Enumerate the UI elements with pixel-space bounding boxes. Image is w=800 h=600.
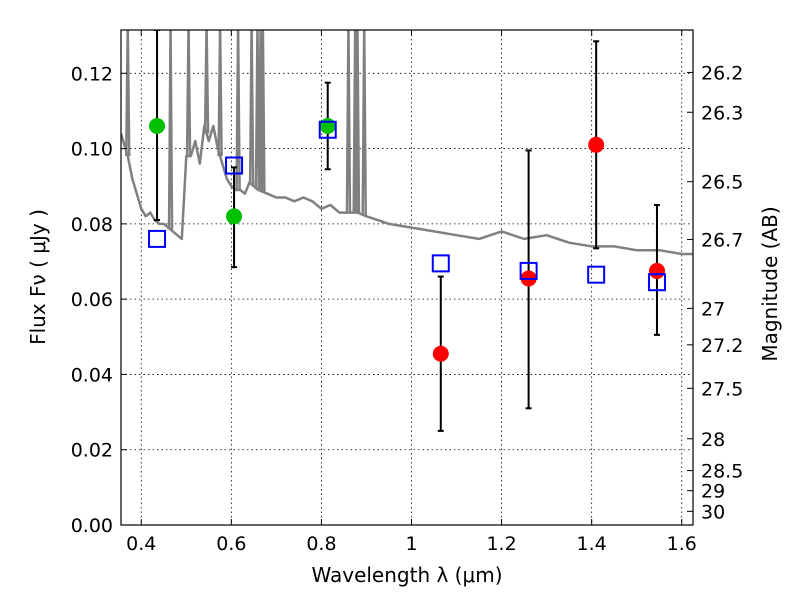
grid (121, 30, 693, 526)
mag-tick-label: 27 (701, 298, 725, 320)
mag-tick-label: 26.2 (701, 62, 743, 84)
x-tick-label: 0.8 (306, 533, 336, 555)
spectrum-emission-line (361, 30, 367, 216)
data-markers (148, 117, 666, 362)
error-bars (154, 30, 660, 432)
x-tick-label: 0.6 (216, 533, 246, 555)
spectrum-emission-line (185, 30, 192, 157)
x-tick-label: 0.4 (126, 533, 156, 555)
plot-frame (120, 29, 694, 526)
x-axis-label: Wavelength λ (μm) (311, 563, 502, 587)
y-tick-label: 0.00 (71, 515, 113, 537)
y-tick-label: 0.02 (71, 440, 113, 462)
spectrum-emission-line (345, 30, 352, 213)
y-tick-label: 0.06 (71, 289, 113, 311)
model-point (318, 120, 337, 139)
mag-tick-label: 29 (701, 481, 725, 503)
data-point (432, 345, 449, 362)
mag-tick-label: 26.7 (701, 229, 743, 251)
y-axis-label: Flux Fν ( μJy ) (26, 209, 50, 345)
y-axis-right-label: Magnitude (AB) (758, 206, 782, 361)
x-tick-label: 1.6 (667, 533, 697, 555)
spectrum-emission-line (260, 30, 266, 192)
data-point (226, 208, 243, 225)
x-tick-labels: 0.4 0.6 0.8 1 1.2 1.4 1.6 (126, 533, 697, 555)
x-tick-label: 1.4 (577, 533, 607, 555)
model-point (225, 156, 244, 175)
mag-tick-label: 28.5 (701, 461, 743, 483)
y-tick-label: 0.04 (71, 364, 113, 386)
axis-ticks (121, 30, 693, 526)
mag-tick-label: 27.5 (701, 378, 743, 400)
model-point (587, 265, 606, 284)
spectrum-emission-line (217, 30, 223, 157)
spectrum-line (121, 124, 693, 256)
model-point (519, 261, 538, 280)
mag-tick-label: 28 (701, 429, 725, 451)
y-tick-label: 0.12 (71, 63, 113, 85)
template-spectrum (121, 30, 693, 256)
model-point (647, 273, 666, 292)
mag-tick-label: 30 (701, 501, 725, 523)
x-tick-label: 1.2 (486, 533, 516, 555)
y-tick-label: 0.10 (71, 139, 113, 161)
spectrum-emission-line (235, 30, 241, 190)
x-tick-label: 1 (405, 533, 417, 555)
y-tick-labels: 0.00 0.02 0.04 0.06 0.08 0.10 0.12 (71, 63, 113, 537)
spectrum-emission-line (354, 30, 361, 213)
model-point (148, 229, 167, 248)
mag-tick-label: 26.3 (701, 102, 743, 124)
mag-tick-label: 27.2 (701, 335, 743, 357)
data-point (149, 117, 166, 134)
data-point (588, 136, 605, 153)
spectrum-emission-line (167, 30, 174, 230)
data-point (648, 262, 665, 279)
spectrum-emission-line (125, 30, 131, 157)
spectrum-emission-line (203, 30, 210, 134)
model-point (431, 254, 450, 273)
spectrum-emission-line (248, 30, 255, 185)
y-tick-label: 0.08 (71, 214, 113, 236)
mag-tick-label: 26.5 (701, 172, 743, 194)
data-point (319, 117, 336, 134)
